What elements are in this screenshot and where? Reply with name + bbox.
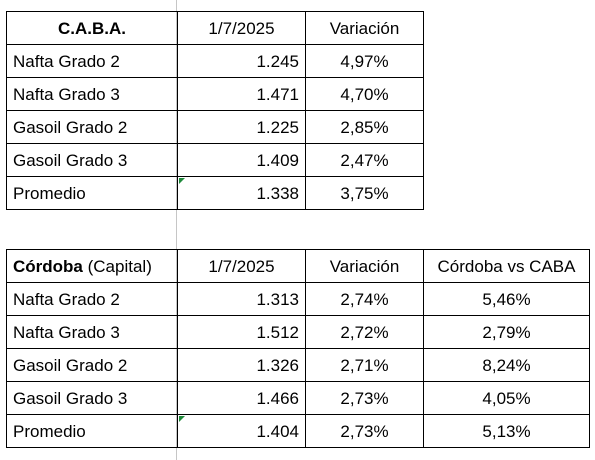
column-gridline [176,0,177,460]
price-cell[interactable]: 1.338 [177,176,306,210]
cordoba-region-name: Córdoba [13,256,83,276]
price-cell[interactable]: 1.313 [177,282,306,316]
variation-cell[interactable]: 2,73% [305,414,424,448]
caba-variation-header[interactable]: Variación [305,11,424,45]
variation-cell[interactable]: 2,74% [305,282,424,316]
variation-cell[interactable]: 2,71% [305,348,424,382]
table-row: Promedio 1.404 2,73% 5,13% [6,414,590,448]
fuel-name-cell[interactable]: Nafta Grado 3 [6,315,178,349]
formula-warning-marker [179,416,185,422]
variation-cell[interactable]: 3,75% [305,176,424,210]
fuel-name-cell[interactable]: Nafta Grado 2 [6,44,178,78]
table-row: Nafta Grado 3 1.471 4,70% [6,77,424,111]
variation-cell[interactable]: 2,47% [305,143,424,177]
caba-region-header[interactable]: C.A.B.A. [6,11,178,45]
price-cell[interactable]: 1.245 [177,44,306,78]
cordoba-region-header[interactable]: Córdoba (Capital) [6,249,178,283]
cordoba-header-row: Córdoba (Capital) 1/7/2025 Variación Cór… [6,249,590,283]
cordoba-vs-caba-header[interactable]: Córdoba vs CABA [423,249,590,283]
cordoba-variation-header[interactable]: Variación [305,249,424,283]
fuel-name-cell[interactable]: Promedio [6,176,178,210]
vs-caba-cell[interactable]: 4,05% [423,381,590,415]
cordoba-region-suffix: (Capital) [82,256,152,276]
price-cell[interactable]: 1.404 [177,414,306,448]
price-cell[interactable]: 1.409 [177,143,306,177]
vs-caba-cell[interactable]: 5,13% [423,414,590,448]
fuel-name-cell[interactable]: Nafta Grado 2 [6,282,178,316]
cordoba-date-header[interactable]: 1/7/2025 [177,249,306,283]
formula-warning-marker [179,178,185,184]
table-row: Nafta Grado 2 1.245 4,97% [6,44,424,78]
table-row: Gasoil Grado 2 1.225 2,85% [6,110,424,144]
fuel-name-cell[interactable]: Gasoil Grado 3 [6,381,178,415]
price-value: 1.404 [256,421,299,441]
table-row: Nafta Grado 3 1.512 2,72% 2,79% [6,315,590,349]
price-cell[interactable]: 1.466 [177,381,306,415]
fuel-name-cell[interactable]: Gasoil Grado 2 [6,110,178,144]
variation-cell[interactable]: 2,72% [305,315,424,349]
price-cell[interactable]: 1.225 [177,110,306,144]
table-row: Gasoil Grado 2 1.326 2,71% 8,24% [6,348,590,382]
price-value: 1.338 [256,183,299,203]
fuel-name-cell[interactable]: Gasoil Grado 2 [6,348,178,382]
fuel-name-cell[interactable]: Gasoil Grado 3 [6,143,178,177]
caba-date-header[interactable]: 1/7/2025 [177,11,306,45]
price-cell[interactable]: 1.512 [177,315,306,349]
table-row: Nafta Grado 2 1.313 2,74% 5,46% [6,282,590,316]
variation-cell[interactable]: 4,70% [305,77,424,111]
table-row: Promedio 1.338 3,75% [6,176,424,210]
vs-caba-cell[interactable]: 5,46% [423,282,590,316]
fuel-name-cell[interactable]: Promedio [6,414,178,448]
caba-fuel-table: C.A.B.A. 1/7/2025 Variación Nafta Grado … [6,11,424,210]
table-row: Gasoil Grado 3 1.409 2,47% [6,143,424,177]
table-row: Gasoil Grado 3 1.466 2,73% 4,05% [6,381,590,415]
caba-header-row: C.A.B.A. 1/7/2025 Variación [6,11,424,45]
variation-cell[interactable]: 2,85% [305,110,424,144]
price-cell[interactable]: 1.471 [177,77,306,111]
fuel-name-cell[interactable]: Nafta Grado 3 [6,77,178,111]
vs-caba-cell[interactable]: 2,79% [423,315,590,349]
variation-cell[interactable]: 4,97% [305,44,424,78]
cordoba-fuel-table: Córdoba (Capital) 1/7/2025 Variación Cór… [6,249,590,448]
price-cell[interactable]: 1.326 [177,348,306,382]
vs-caba-cell[interactable]: 8,24% [423,348,590,382]
variation-cell[interactable]: 2,73% [305,381,424,415]
